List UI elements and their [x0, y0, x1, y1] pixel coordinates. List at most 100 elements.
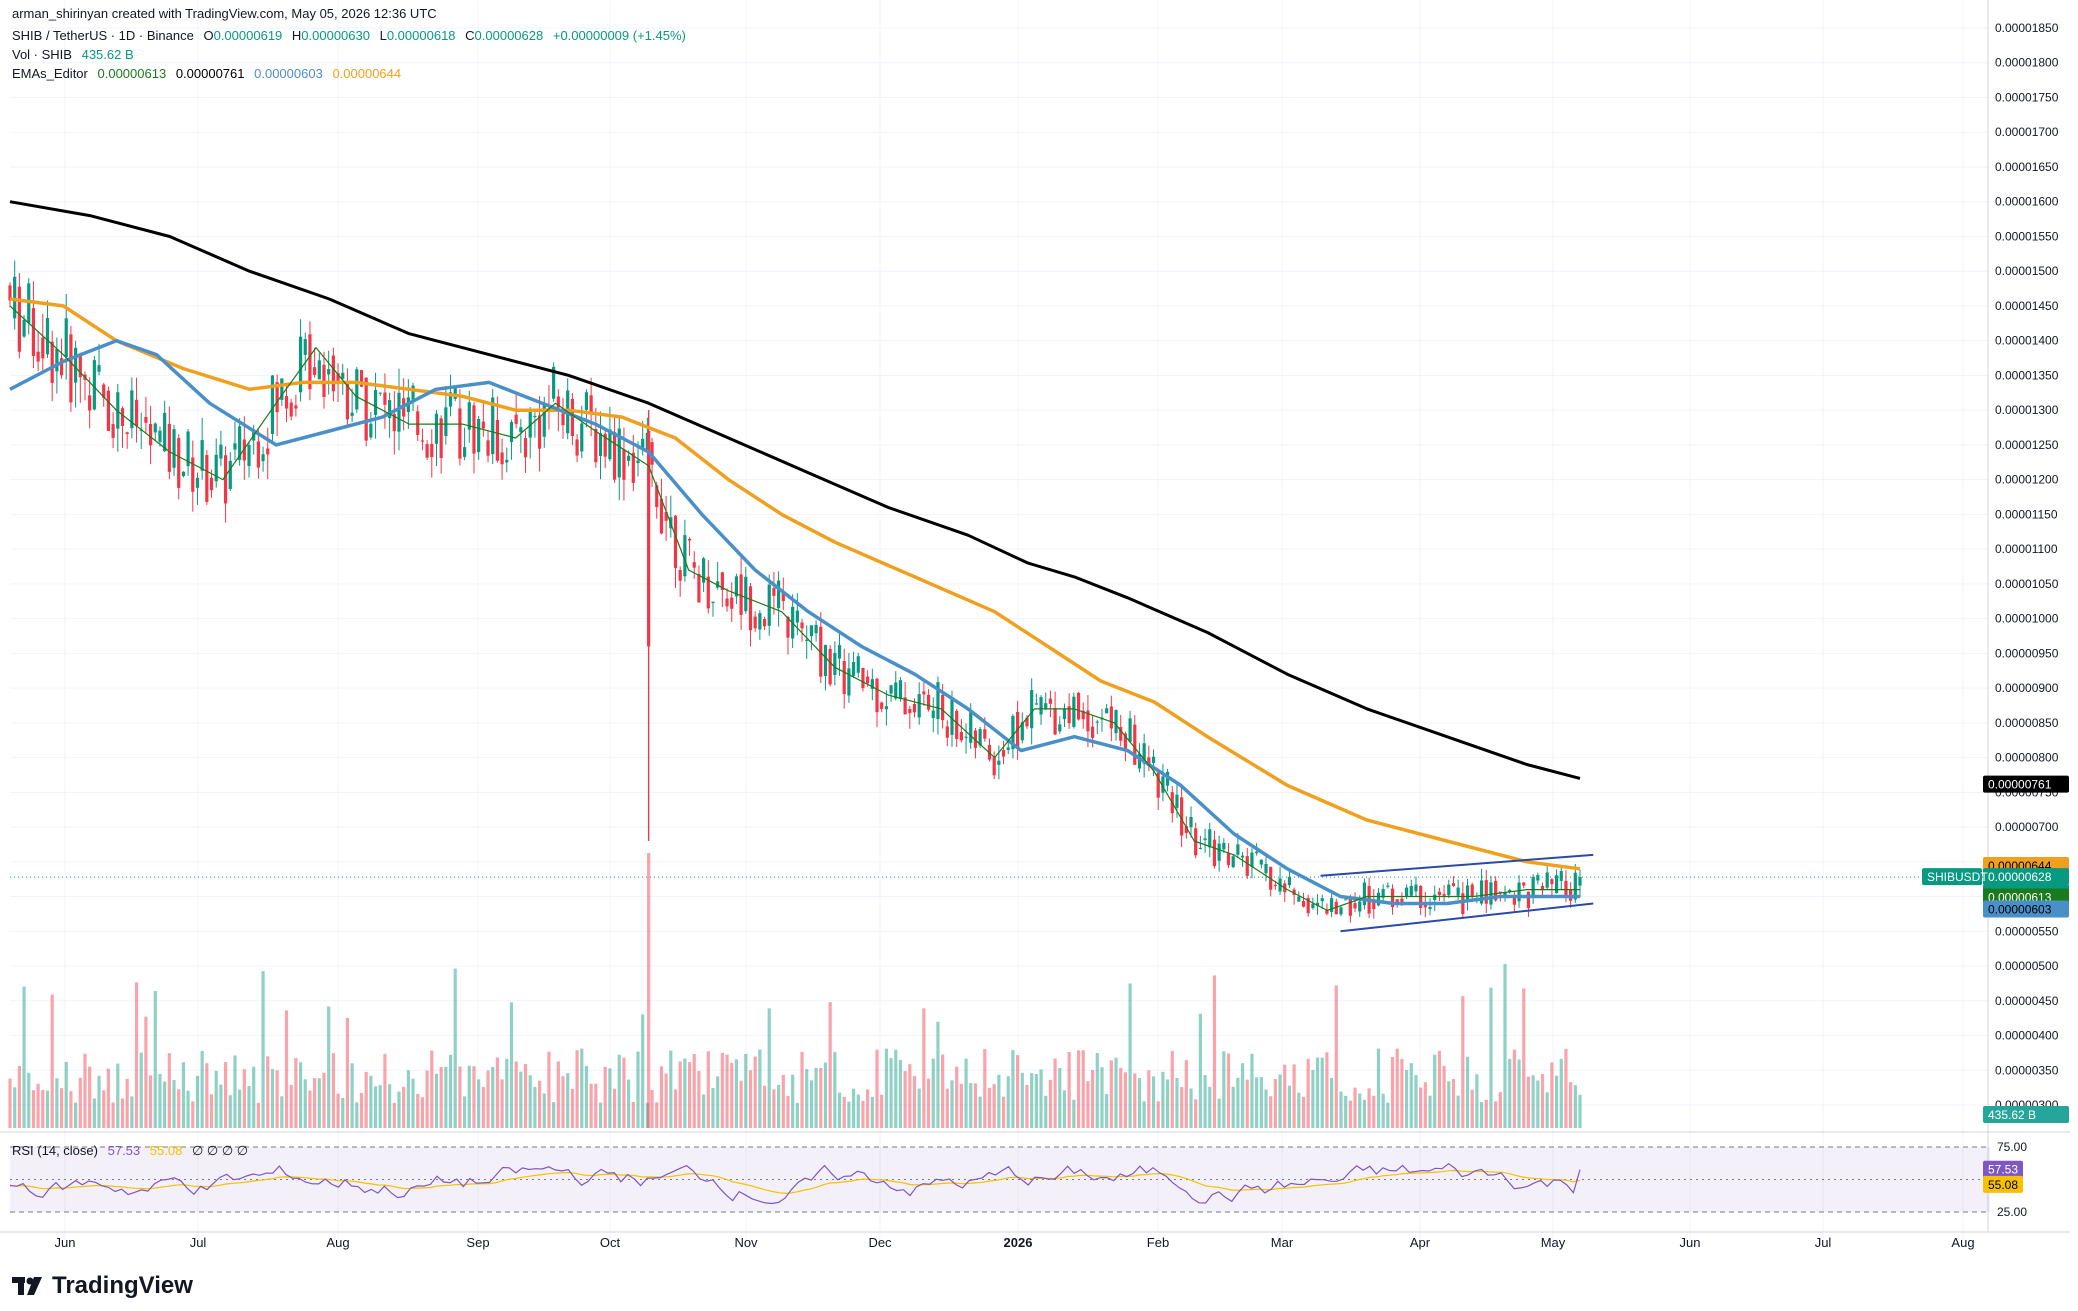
- volume-bar: [167, 1053, 171, 1128]
- volume-bar: [552, 1102, 556, 1128]
- volume-bar: [823, 1062, 828, 1128]
- tradingview-brand: TradingView: [12, 1272, 193, 1300]
- candle-body: [500, 452, 504, 465]
- volume-label[interactable]: Vol · SHIB: [12, 47, 72, 62]
- candle-body: [612, 432, 617, 480]
- volume-bar: [856, 1094, 860, 1128]
- volume-bar: [1269, 1096, 1273, 1128]
- volume-bar: [383, 1053, 387, 1128]
- candle-body: [1025, 717, 1029, 727]
- ema50-price-tag-bg: [1983, 900, 2069, 918]
- volume-bar: [1128, 983, 1132, 1128]
- candle-body: [673, 515, 678, 568]
- volume-bar: [83, 1053, 87, 1128]
- volume-bar: [1095, 1052, 1099, 1128]
- volume-bar: [158, 1073, 162, 1128]
- volume-bar: [303, 1079, 307, 1128]
- candle-body: [242, 439, 246, 461]
- volume-bar: [683, 1058, 687, 1128]
- volume-bar: [561, 1076, 565, 1128]
- candle-body: [191, 457, 195, 492]
- candle-body: [978, 729, 982, 746]
- price-tick-label: 0.00001000: [1995, 612, 2059, 626]
- volume-bar: [1137, 1077, 1142, 1128]
- volume-bar: [1334, 985, 1338, 1128]
- change-value: +0.00000009 (+1.45%): [552, 28, 686, 43]
- volume-bar: [139, 1052, 143, 1128]
- volume-bar: [1067, 1052, 1071, 1128]
- candle-body: [1156, 772, 1160, 798]
- volume-bar: [617, 1054, 621, 1128]
- volume-bar: [1212, 975, 1217, 1128]
- candle-body: [1508, 890, 1512, 892]
- candle-body: [303, 339, 307, 355]
- volume-bar: [1461, 996, 1465, 1128]
- ema50-price-tag: 0.00000603: [1988, 902, 2052, 916]
- candle-body: [1334, 901, 1338, 915]
- rsi-ma-tag-bg: [1983, 1175, 2023, 1193]
- volume-bar: [692, 1054, 696, 1128]
- volume-bar: [598, 1102, 603, 1128]
- symbol-info[interactable]: SHIB / TetherUS · 1D · Binance: [12, 28, 194, 43]
- volume-bar: [641, 1014, 645, 1128]
- candle-body: [1437, 891, 1442, 896]
- candle-body: [22, 319, 26, 337]
- volume-bar: [17, 1066, 21, 1128]
- volume-bar: [851, 1088, 856, 1128]
- candle-body: [725, 598, 729, 607]
- volume-bar: [1100, 1067, 1104, 1128]
- volume-bar: [134, 982, 139, 1128]
- candle-body: [739, 574, 743, 615]
- volume-bar: [369, 1075, 373, 1128]
- volume-bar: [181, 1062, 186, 1128]
- candle-body: [336, 373, 340, 382]
- ascending-channel: [10, 853, 1990, 933]
- candle-body: [467, 402, 471, 430]
- volume-bar: [430, 1050, 434, 1128]
- price-tick-label: 0.00001500: [1995, 264, 2059, 278]
- volume-bar: [1451, 1079, 1456, 1128]
- volume-value: 435.62 B: [81, 47, 134, 62]
- candle-body: [373, 390, 378, 415]
- volume-bar: [1465, 1056, 1470, 1128]
- volume-bar: [1395, 1048, 1399, 1128]
- volume-bar: [809, 1080, 814, 1128]
- volume-bar: [331, 1053, 335, 1128]
- candle-body: [1133, 724, 1137, 765]
- candle-body: [317, 360, 321, 380]
- candle-body: [1222, 842, 1226, 850]
- volume-bar: [1273, 1079, 1277, 1128]
- candle-body: [1231, 856, 1235, 868]
- volume-bar: [767, 1008, 771, 1128]
- rsi-label[interactable]: RSI (14, close): [12, 1143, 98, 1158]
- volume-bar: [1531, 1075, 1535, 1128]
- volume-bar: [378, 1085, 382, 1128]
- candle-body: [1578, 877, 1582, 886]
- candle-body: [833, 653, 837, 675]
- candle-body: [444, 407, 448, 436]
- volume-bar: [842, 1096, 846, 1128]
- volume-bar: [1278, 1074, 1282, 1128]
- candle-body: [1470, 884, 1474, 897]
- volume-bar: [903, 1071, 907, 1128]
- volume-bar: [420, 1097, 425, 1128]
- volume-bar: [1119, 1067, 1123, 1128]
- volume-bar: [706, 1051, 710, 1128]
- candle-body: [378, 392, 382, 394]
- candle-body: [1315, 902, 1320, 906]
- price-tick-label: 0.00001450: [1995, 299, 2059, 313]
- candle-body: [1067, 706, 1071, 724]
- candle-body: [641, 438, 645, 451]
- volume-bar: [261, 971, 265, 1128]
- volume-bar: [308, 1090, 312, 1128]
- candle-body: [17, 286, 21, 352]
- price-tick-label: 0.00000950: [1995, 646, 2059, 660]
- candle-body: [144, 416, 148, 423]
- candle-body: [341, 372, 345, 379]
- ema-label[interactable]: EMAs_Editor: [12, 66, 88, 81]
- time-tick-label: Dec: [868, 1235, 892, 1250]
- candle-body: [997, 760, 1001, 765]
- candle-body: [1301, 900, 1306, 907]
- volume-bar: [781, 1074, 785, 1128]
